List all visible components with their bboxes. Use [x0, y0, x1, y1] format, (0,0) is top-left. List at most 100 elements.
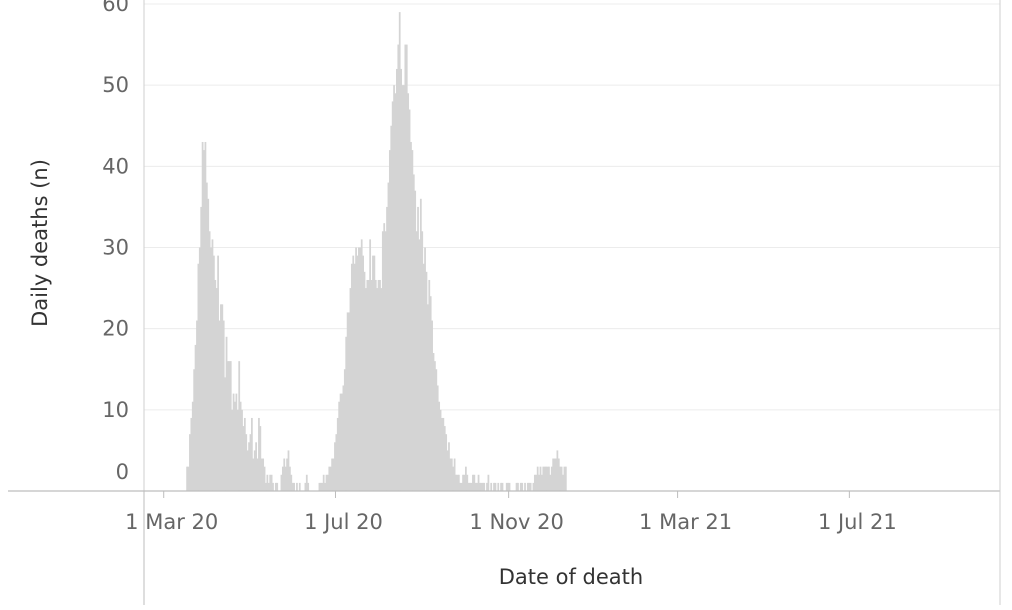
daily-deaths-bar	[211, 239, 214, 491]
daily-deaths-bar	[553, 458, 556, 491]
daily-deaths-bar	[266, 474, 269, 491]
daily-deaths-bar	[538, 474, 540, 491]
daily-deaths-bar	[539, 466, 542, 491]
daily-deaths-bar	[500, 482, 502, 491]
daily-deaths-bar	[449, 458, 452, 491]
daily-deaths-bar	[239, 401, 242, 491]
daily-deaths-bar	[462, 474, 464, 491]
daily-deaths-bar	[424, 247, 426, 491]
daily-deaths-bar	[452, 466, 455, 491]
y-tick-label: 30	[102, 236, 129, 260]
daily-deaths-bar	[318, 482, 321, 491]
daily-deaths-bar	[388, 150, 391, 491]
daily-deaths-bar	[497, 482, 500, 491]
daily-deaths-bar	[334, 442, 336, 491]
daily-deaths-bar	[563, 466, 566, 491]
daily-deaths-bar	[362, 255, 364, 491]
daily-deaths-bar	[524, 482, 526, 491]
daily-deaths-bar	[405, 44, 408, 491]
daily-deaths-bar	[189, 434, 191, 491]
daily-deaths-bar	[419, 198, 422, 492]
y-tick-label: 50	[102, 73, 129, 97]
daily-deaths-bar	[249, 434, 252, 491]
daily-deaths-bar	[380, 288, 383, 491]
daily-deaths-bar	[408, 109, 411, 492]
daily-deaths-bar	[186, 466, 188, 491]
daily-deaths-bar	[467, 482, 470, 491]
daily-deaths-bar	[236, 409, 239, 491]
daily-deaths-bar	[396, 68, 398, 492]
daily-deaths-bar	[457, 474, 460, 491]
daily-deaths-bar	[251, 417, 253, 491]
daily-deaths-bar	[548, 466, 550, 491]
daily-deaths-bar	[490, 482, 493, 491]
daily-deaths-bar	[217, 255, 219, 491]
daily-deaths-bar	[376, 288, 379, 491]
daily-deaths-bar	[287, 450, 290, 491]
daily-deaths-bar	[327, 474, 329, 491]
daily-deaths-bar	[360, 239, 363, 491]
daily-deaths-bar	[505, 482, 508, 491]
daily-deaths-bar	[243, 417, 246, 491]
daily-deaths-bar	[453, 458, 456, 491]
daily-deaths-bar	[562, 474, 564, 491]
daily-deaths-bar	[474, 482, 477, 491]
daily-deaths-bar	[546, 466, 549, 491]
daily-deaths-bar	[336, 417, 339, 491]
daily-deaths-bar	[339, 393, 342, 491]
daily-deaths-bar	[432, 353, 435, 491]
daily-deaths-bar	[414, 190, 417, 491]
daily-deaths-bar	[446, 450, 449, 491]
daily-deaths-bar	[398, 12, 401, 492]
daily-deaths-bar	[403, 85, 405, 492]
daily-deaths-bar	[411, 150, 414, 491]
daily-deaths-bar	[526, 482, 529, 491]
daily-deaths-bar	[528, 482, 531, 491]
y-axis-title: Daily deaths (n)	[28, 159, 52, 327]
daily-deaths-bar	[210, 247, 212, 491]
daily-deaths-bar	[460, 482, 463, 491]
y-tick-label: 40	[102, 154, 129, 178]
daily-deaths-bar	[200, 206, 203, 492]
daily-deaths-bar	[480, 482, 483, 491]
daily-deaths-bar	[412, 174, 415, 491]
daily-deaths-bar	[429, 296, 432, 491]
daily-deaths-bar	[255, 442, 257, 491]
daily-deaths-bar	[508, 482, 511, 491]
daily-deaths-bar	[465, 466, 467, 491]
daily-deaths-bar	[212, 255, 215, 491]
daily-deaths-bar	[274, 482, 277, 491]
daily-deaths-bar	[476, 482, 479, 491]
daily-deaths-bar	[426, 304, 429, 491]
daily-deaths-bar	[208, 231, 211, 491]
daily-deaths-bar	[224, 377, 227, 491]
daily-deaths-bar	[439, 409, 442, 491]
daily-deaths-bar	[431, 320, 433, 491]
daily-deaths-bar	[190, 417, 193, 491]
x-tick-label: 1 Mar 21	[639, 510, 732, 534]
daily-deaths-bar	[305, 474, 308, 491]
daily-deaths-bar	[203, 150, 205, 491]
daily-deaths-bar	[366, 279, 369, 491]
daily-deaths-bar	[397, 44, 400, 491]
daily-deaths-bar	[384, 231, 387, 491]
daily-deaths-bar	[493, 482, 495, 491]
daily-deaths-bar	[383, 223, 386, 491]
daily-deaths-bar	[545, 466, 548, 491]
daily-deaths-bar	[477, 474, 480, 491]
daily-deaths-bar	[507, 482, 509, 491]
daily-deaths-bar	[283, 458, 286, 491]
daily-deaths-bar	[535, 474, 538, 491]
gridlines	[144, 3, 1000, 411]
daily-deaths-bar	[421, 231, 424, 491]
daily-deaths-bar	[353, 263, 356, 491]
daily-deaths-bar	[359, 247, 362, 491]
daily-deaths-bar	[263, 466, 266, 491]
daily-deaths-bar	[428, 279, 431, 491]
daily-deaths-bar	[194, 344, 197, 491]
daily-deaths-bar	[481, 482, 484, 491]
daily-deaths-bar	[455, 474, 457, 491]
daily-deaths-bar	[379, 279, 381, 491]
daily-deaths-bar	[352, 255, 355, 491]
daily-deaths-bar	[256, 458, 259, 491]
